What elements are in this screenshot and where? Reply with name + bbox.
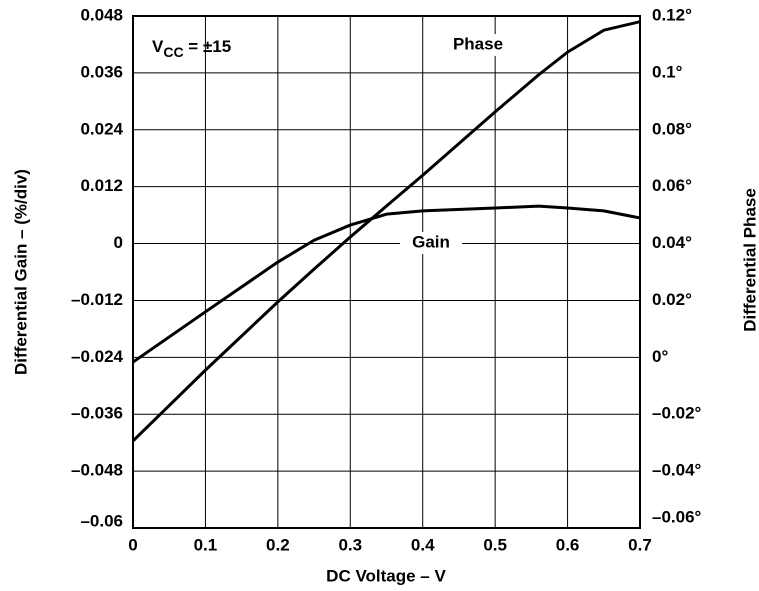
y2-tick-label: 0.04° bbox=[652, 233, 692, 252]
annotation: VCC = ±15 bbox=[152, 37, 231, 59]
x-tick-label: 0.3 bbox=[338, 535, 362, 554]
x-tick-label: 0.2 bbox=[266, 535, 290, 554]
y-tick-label: 0 bbox=[114, 233, 123, 252]
y-tick-label: 0.024 bbox=[80, 119, 123, 138]
y-axis-label: Differential Gain – (%/div) bbox=[11, 169, 30, 375]
annotation-subscript: CC bbox=[163, 44, 183, 60]
y2-axis-label: Differential Phase bbox=[740, 188, 759, 332]
y-tick-label: 0.036 bbox=[80, 62, 123, 81]
x-tick-label: 0.4 bbox=[411, 535, 435, 554]
y2-tick-label: 0.02° bbox=[652, 290, 692, 309]
series-line bbox=[131, 20, 641, 443]
x-tick-label: 0.5 bbox=[483, 535, 507, 554]
y2-tick-label: –0.06° bbox=[652, 507, 702, 526]
annotation-text: = ±15 bbox=[184, 37, 232, 56]
y2-tick-label: 0.12° bbox=[652, 5, 692, 24]
y-tick-label: 0.012 bbox=[80, 176, 123, 195]
x-tick-label: 0.1 bbox=[194, 535, 218, 554]
y-tick-label: 0.048 bbox=[80, 5, 123, 24]
y2-tick-label: 0.08° bbox=[652, 119, 692, 138]
y-tick-label: –0.036 bbox=[71, 404, 123, 423]
x-tick-label: 0.6 bbox=[556, 535, 580, 554]
label-background bbox=[400, 232, 462, 254]
y-tick-label: –0.024 bbox=[71, 347, 124, 366]
x-tick-label: 0.7 bbox=[628, 535, 652, 554]
y-tick-label: –0.06 bbox=[80, 511, 123, 530]
annotation-base: V bbox=[152, 37, 164, 56]
plot-frame bbox=[132, 15, 641, 529]
label-background bbox=[443, 34, 513, 56]
y2-tick-label: –0.02° bbox=[652, 404, 702, 423]
y-tick-label: –0.048 bbox=[71, 461, 123, 480]
series-label: Phase bbox=[453, 34, 503, 53]
x-tick-label: 0 bbox=[128, 535, 137, 554]
y2-tick-label: –0.04° bbox=[652, 461, 702, 480]
y-tick-label: –0.012 bbox=[71, 290, 123, 309]
y2-tick-label: 0.1° bbox=[652, 62, 683, 81]
annotation-background bbox=[148, 35, 236, 62]
series-line bbox=[132, 204, 641, 364]
series-label: Gain bbox=[412, 232, 450, 251]
x-axis-label: DC Voltage – V bbox=[326, 566, 446, 585]
y2-tick-label: 0° bbox=[652, 347, 668, 366]
y2-tick-label: 0.06° bbox=[652, 176, 692, 195]
